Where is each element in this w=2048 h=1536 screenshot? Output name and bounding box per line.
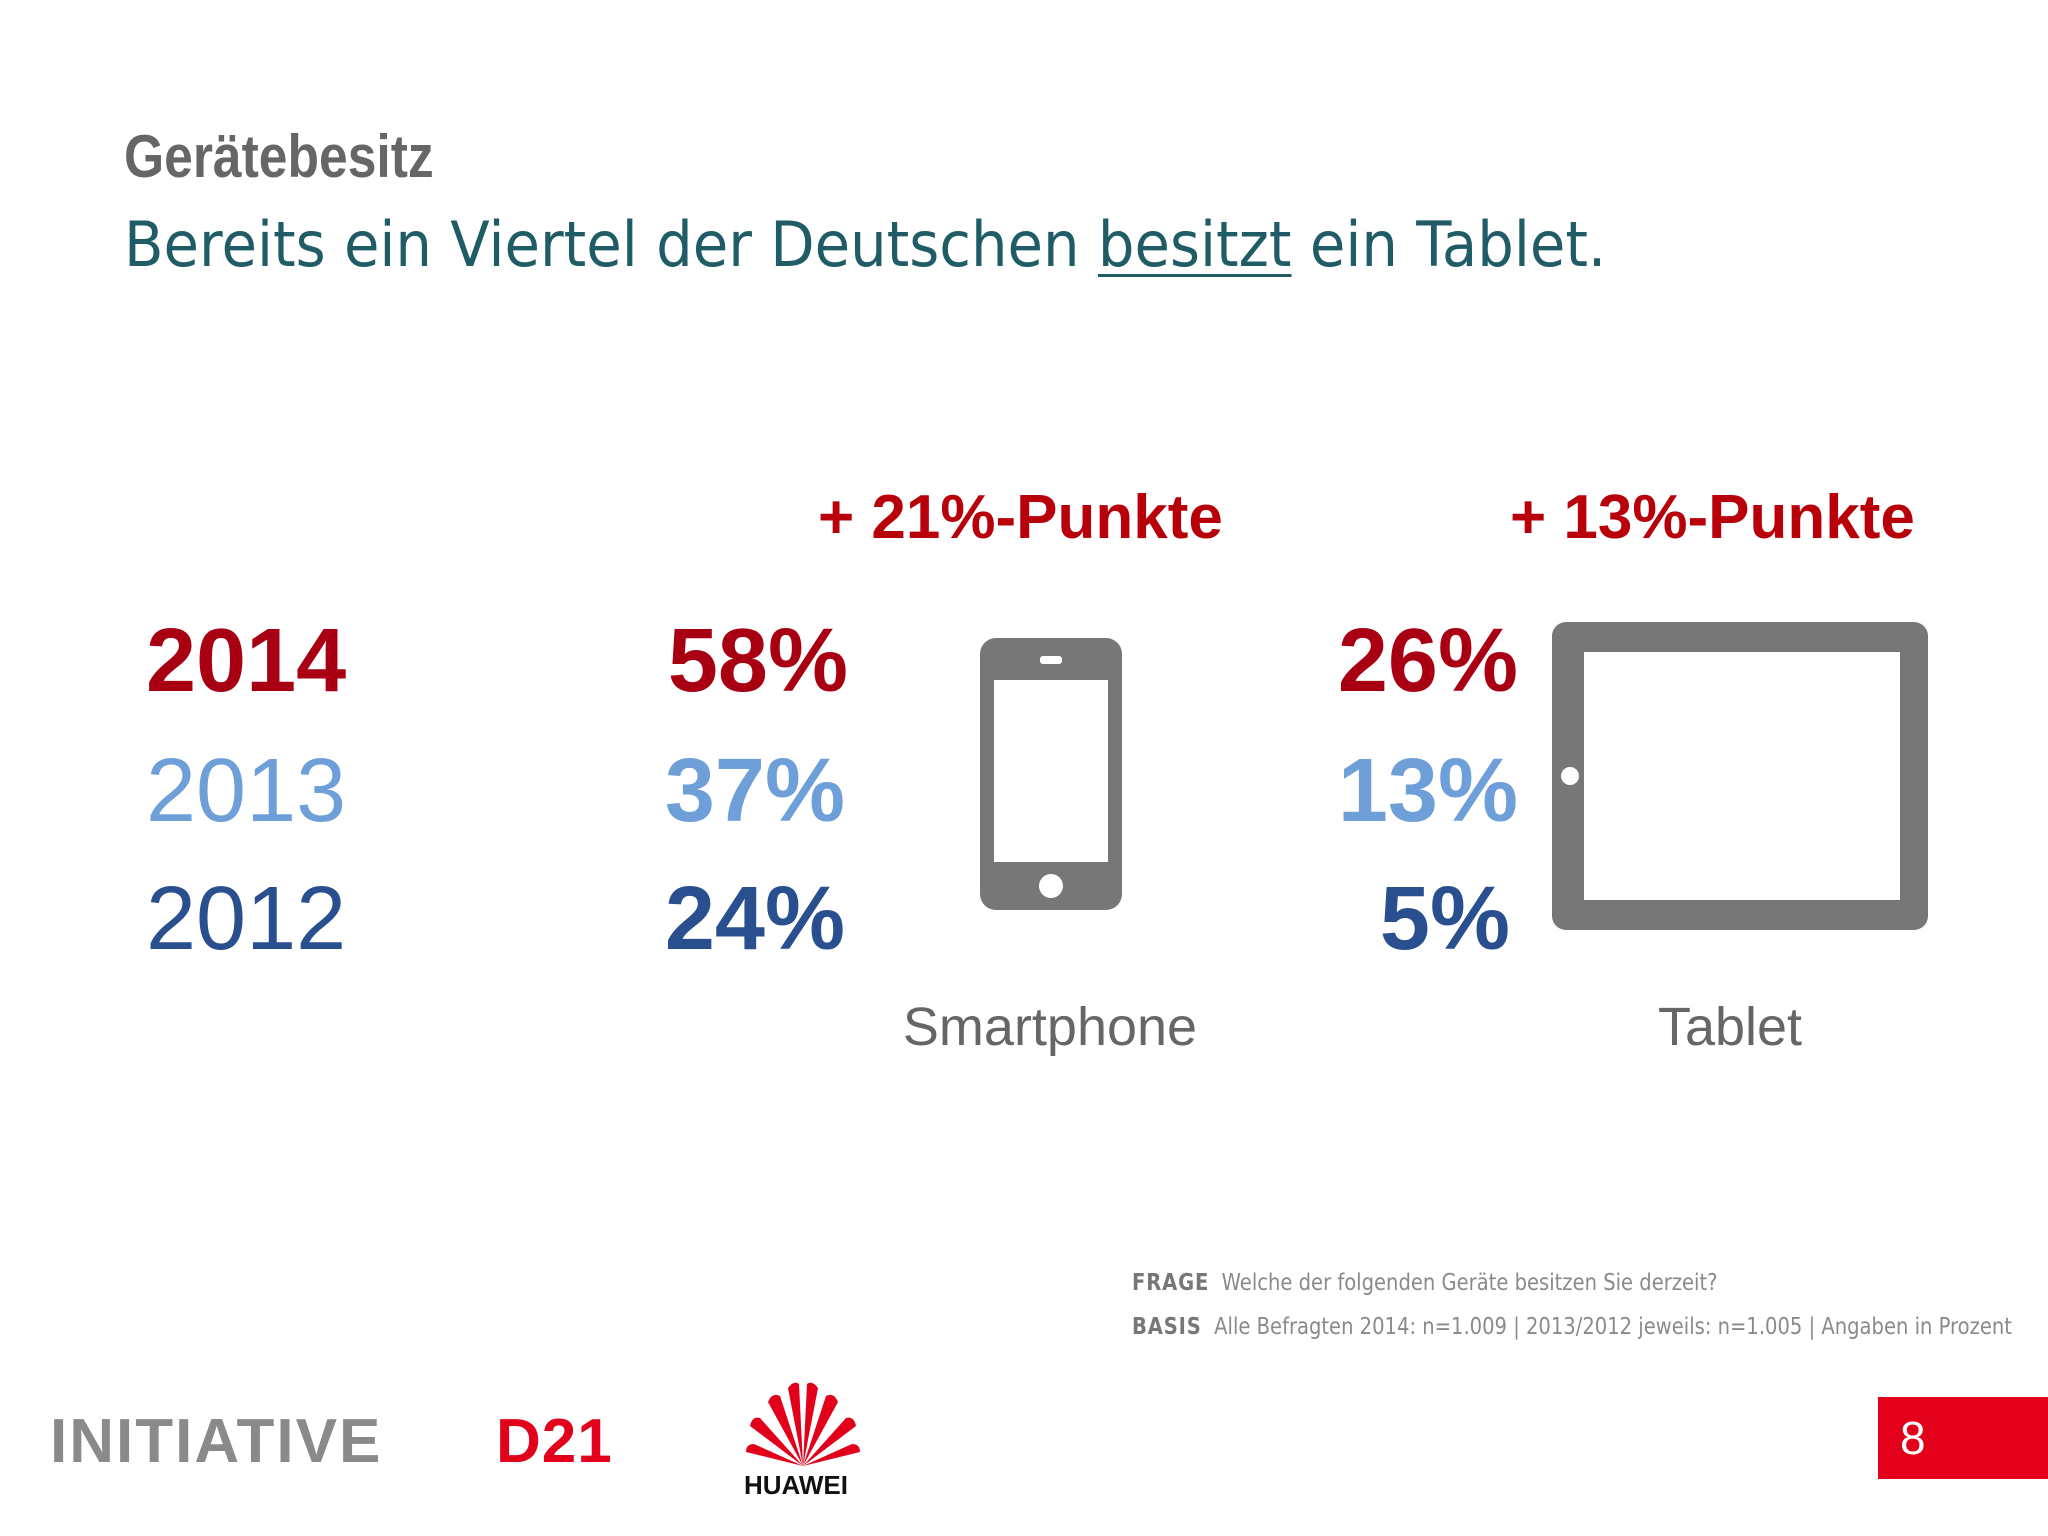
frage-text: Welche der folgenden Geräte besitzen Sie… (1221, 1270, 1718, 1296)
frage-label: FRAGE (1132, 1270, 1210, 1296)
footnote-frage: FRAGE Welche der folgenden Geräte besitz… (1132, 1270, 1718, 1296)
subtitle-text-before: Bereits ein Viertel der Deutschen (124, 208, 1098, 281)
huawei-logo-icon (746, 1382, 860, 1466)
huawei-logo-text: HUAWEI (744, 1470, 848, 1500)
footnote-basis: BASIS Alle Befragten 2014: n=1.009 | 201… (1132, 1314, 2012, 1340)
smartphone-value-2014: 58% (667, 611, 848, 711)
basis-label: BASIS (1132, 1314, 1202, 1340)
tablet-value-2013: 13% (1337, 741, 1518, 841)
smartphone-label: Smartphone (902, 997, 1198, 1057)
initiative-d21-logo-d21: D21 (496, 1407, 613, 1476)
tablet-value-2014: 26% (1337, 611, 1518, 711)
subtitle-underlined-word: besitzt (1097, 208, 1292, 281)
subtitle-text-after: ein Tablet. (1291, 208, 1607, 281)
year-2013-label: 2013 (146, 741, 347, 841)
smartphone-value-2013: 37% (664, 741, 845, 841)
page-title: Gerätebesitz (124, 123, 434, 190)
initiative-d21-logo-text: INITIATIVE (50, 1407, 383, 1476)
year-2014-label: 2014 (146, 611, 347, 711)
tablet-value-2012: 5% (1379, 869, 1510, 969)
year-2012-label: 2012 (146, 869, 347, 969)
smartphone-delta: + 21%-Punkte (818, 483, 1223, 552)
basis-text: Alle Befragten 2014: n=1.009 | 2013/2012… (1214, 1314, 2012, 1340)
smartphone-value-2012: 24% (664, 869, 845, 969)
tablet-icon (1552, 622, 1928, 930)
tablet-label: Tablet (1657, 997, 1803, 1057)
page-subtitle: Bereits ein Viertel der Deutschen besitz… (124, 208, 1606, 281)
page-number: 8 (1878, 1397, 2048, 1479)
tablet-delta: + 13%-Punkte (1510, 483, 1915, 552)
smartphone-icon (980, 638, 1122, 910)
